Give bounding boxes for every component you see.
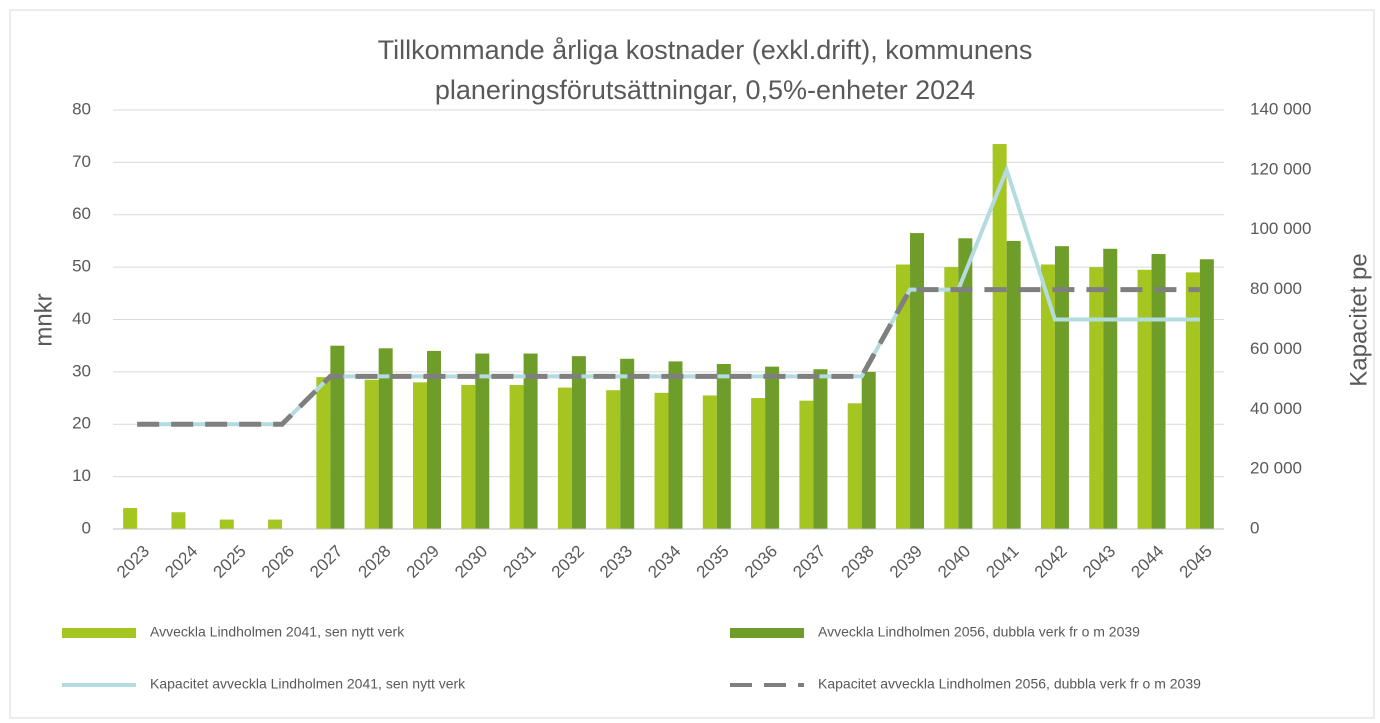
bar — [799, 400, 814, 529]
y2-tick-label: 140 000 — [1250, 99, 1311, 118]
bar — [219, 519, 234, 529]
bar — [1185, 272, 1200, 529]
bar — [316, 377, 331, 529]
bar — [765, 366, 780, 529]
y-tick-label: 80 — [72, 99, 91, 118]
y-axis-label: mnkr — [30, 293, 57, 346]
legend-swatch — [62, 628, 136, 638]
line — [137, 287, 1200, 427]
legend-swatch — [730, 628, 804, 638]
bar — [716, 364, 731, 529]
y2-tick-label: 40 000 — [1250, 399, 1302, 418]
bar — [412, 382, 427, 529]
bar — [944, 267, 959, 529]
bar — [992, 144, 1007, 529]
bar — [571, 356, 586, 529]
legend-label: Avveckla Lindholmen 2056, dubbla verk fr… — [818, 624, 1140, 640]
bar — [1151, 254, 1166, 529]
legend-label: Kapacitet avveckla Lindholmen 2041, sen … — [150, 676, 466, 692]
y-tick-label: 50 — [72, 257, 91, 276]
bar — [620, 358, 635, 529]
y-tick-label: 0 — [82, 518, 91, 537]
bar — [1040, 264, 1055, 529]
bar — [606, 390, 621, 529]
bar — [1006, 240, 1021, 529]
y-tick-label: 60 — [72, 204, 91, 223]
bar — [958, 238, 973, 529]
y2-tick-label: 80 000 — [1250, 279, 1302, 298]
bar — [813, 369, 828, 529]
chart-border — [9, 9, 1375, 719]
bar — [523, 353, 538, 529]
y2-axis-label: Kapacitet pe — [1345, 253, 1372, 386]
bar — [861, 371, 876, 529]
bar — [847, 403, 862, 529]
bar — [364, 379, 379, 529]
bar — [426, 350, 441, 529]
bar — [1089, 267, 1104, 529]
chart-title: planeringsförutsättningar, 0,5%-enheter … — [435, 75, 975, 105]
bar — [557, 387, 572, 529]
bar — [509, 384, 524, 529]
chart-title: Tillkommande årliga kostnader (exkl.drif… — [378, 35, 1033, 65]
bar — [378, 348, 393, 529]
bar — [475, 353, 490, 529]
bar — [668, 361, 683, 529]
bar — [896, 264, 911, 529]
bar — [461, 384, 476, 529]
y-tick-label: 10 — [72, 466, 91, 485]
y2-tick-label: 100 000 — [1250, 219, 1311, 238]
bar — [910, 233, 925, 530]
bar — [1054, 246, 1069, 530]
bar — [268, 519, 283, 529]
y-tick-label: 40 — [72, 309, 91, 328]
bar — [330, 345, 345, 529]
y2-tick-label: 20 000 — [1250, 459, 1302, 478]
y-tick-label: 20 — [72, 414, 91, 433]
bar — [171, 512, 186, 529]
y-tick-label: 70 — [72, 152, 91, 171]
legend-label: Avveckla Lindholmen 2041, sen nytt verk — [150, 624, 405, 640]
bar — [751, 398, 766, 529]
y2-tick-label: 120 000 — [1250, 159, 1311, 178]
bar — [1137, 269, 1152, 529]
y2-tick-label: 0 — [1250, 518, 1259, 537]
y2-tick-label: 60 000 — [1250, 339, 1302, 358]
legend-label: Kapacitet avveckla Lindholmen 2056, dubb… — [818, 676, 1201, 692]
bar — [1199, 259, 1214, 529]
bar — [702, 395, 717, 529]
y-tick-label: 30 — [72, 361, 91, 380]
bar — [123, 508, 138, 529]
bar — [654, 392, 669, 529]
